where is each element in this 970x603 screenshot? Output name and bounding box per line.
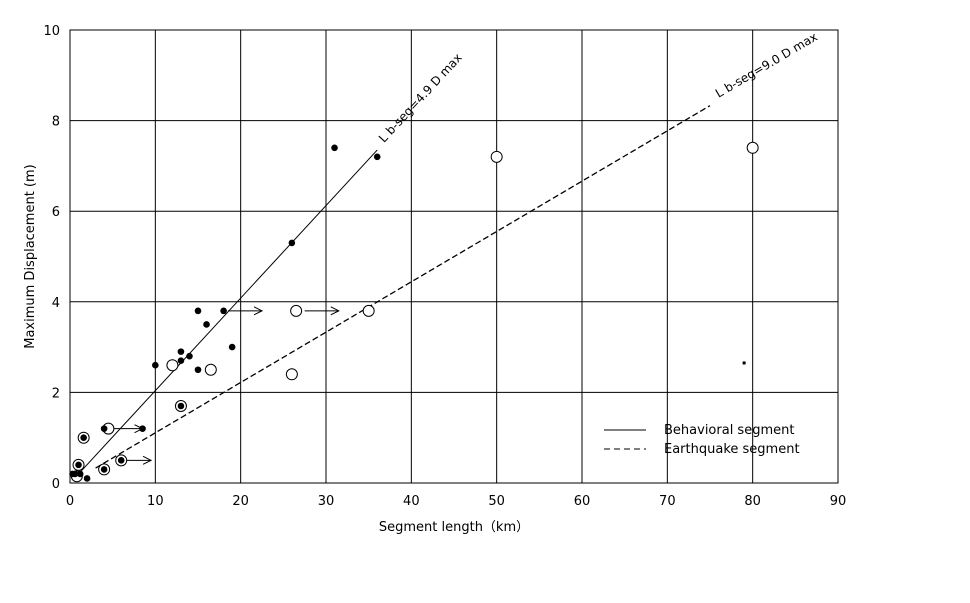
y-axis-label: Maximum Displacement (m) [23,164,38,349]
earthquake-point [362,304,375,317]
behavioral-point [75,461,82,469]
x-tick-label: 80 [744,494,761,509]
behavioral-point [71,470,79,478]
behavioral-point [177,348,185,355]
behavioral-point [228,343,236,351]
tick-labels: 0 10 20 30 40 50 60 70 80 90 0 2 4 6 8 10 [43,24,846,509]
y-tick-label: 0 [52,477,60,492]
extension-arrow [304,306,340,316]
arrow-head [142,455,153,465]
x-tick-label: 40 [403,494,420,509]
behavioral-point [220,307,227,315]
behavioral-point [152,361,159,369]
behavioral-point [80,434,87,442]
x-tick-label: 50 [488,494,505,509]
earthquake-point [490,150,503,163]
legend: Behavioral segment Earthquake segment [604,423,800,457]
behavioral-point [100,425,108,432]
y-tick-label: 4 [52,296,60,311]
y-tick-label: 6 [52,205,60,220]
grid [69,29,839,484]
extension-arrow [227,306,264,316]
behavioral-point [177,402,185,410]
earthquake-fit-label: L b-seg=9.0 D max [713,30,820,101]
x-tick-label: 10 [147,494,164,509]
behavioral-point [100,466,108,473]
x-tick-label: 60 [574,494,591,509]
extension-arrow [125,455,153,465]
x-tick-label: 20 [232,494,249,509]
legend-earthquake-label: Earthquake segment [664,442,800,457]
y-tick-label: 2 [52,386,60,401]
fit-lines [78,105,711,475]
behavioral-point [331,144,338,152]
arrow-head [330,306,340,316]
x-tick-label: 90 [830,494,847,509]
behavioral-point [177,357,185,364]
y-tick-label: 10 [43,24,60,39]
extension-arrow [110,424,144,434]
data-points [69,141,759,483]
behavioral-fit-label: L b-seg=4.9 D max [376,51,465,146]
arrow-head [253,306,264,316]
x-tick-label: 30 [318,494,335,509]
x-tick-label: 0 [66,494,74,509]
behavioral-point [373,153,381,161]
behavioral-point [186,352,193,360]
stray-mark [742,361,746,365]
behavioral-point [83,475,91,482]
earthquake-point [204,363,217,376]
behavioral-fit-line [78,149,378,475]
behavioral-point [76,470,84,478]
behavioral-point [139,425,146,432]
earthquake-point [290,304,303,317]
behavioral-point [117,457,125,464]
earthquake-point [285,368,298,381]
behavioral-point [203,321,210,328]
legend-behavioral-label: Behavioral segment [664,423,794,438]
earthquake-point [746,141,759,154]
earthquake-fit-line [95,105,711,469]
x-tick-label: 70 [659,494,676,509]
extension-arrows [110,306,340,465]
behavioral-point [288,239,296,247]
behavioral-point [194,366,202,374]
earthquake-point [166,359,179,372]
x-axis-label: Segment length（km） [379,520,529,535]
behavioral-point [194,307,202,315]
y-tick-label: 8 [52,115,60,130]
